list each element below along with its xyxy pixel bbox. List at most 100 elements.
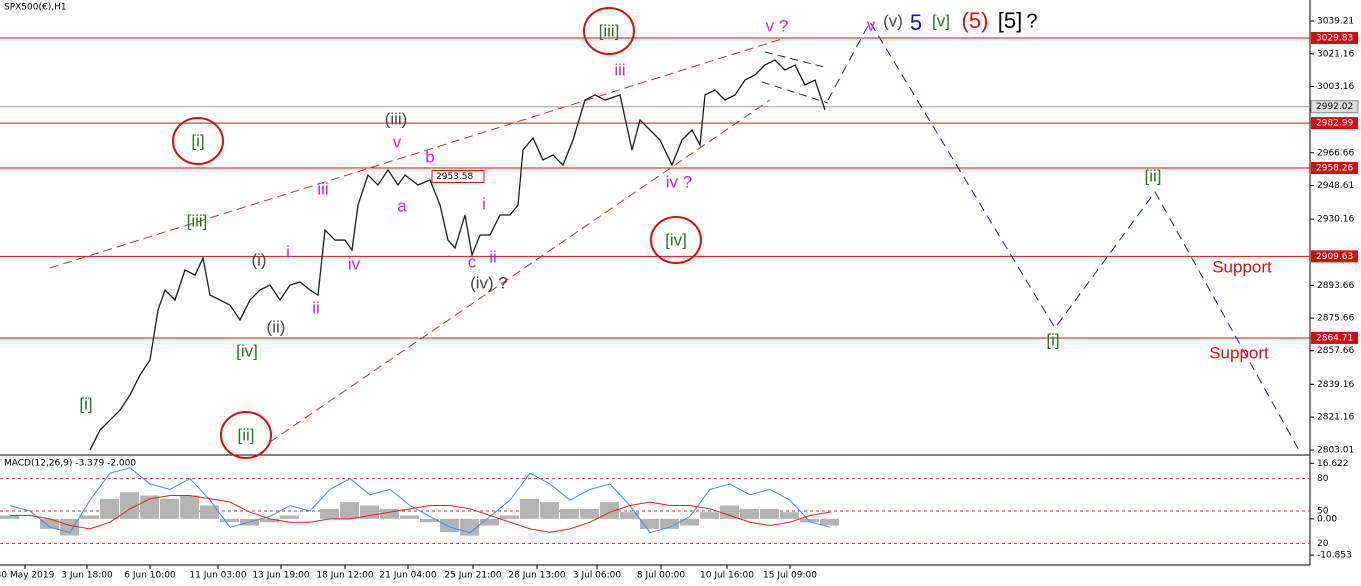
y-tick-label: 2893.66 [1317,281,1354,291]
wave-circle [650,216,702,264]
wave-label: v ? [766,16,789,35]
level-label: 2982.99 [1316,119,1353,129]
macd-bar [180,495,199,519]
y-tick-label: 3003.16 [1317,82,1354,92]
macd-bar [160,498,179,519]
x-tick-label: 3 Jun 18:00 [61,571,113,581]
x-tick-label: 28 Jun 13:00 [508,571,565,581]
signal-line [10,494,831,533]
channel-lower [269,99,771,443]
y-tick-label: 2875.66 [1317,314,1354,324]
macd-bar [500,515,519,519]
level-label: 2864.71 [1316,333,1353,343]
y-tick-label: 3021.16 [1317,49,1354,59]
macd-bar [480,518,499,526]
y-tick-label: 2966.66 [1317,148,1354,158]
chart-title: SPX500(€),H1 [4,3,67,13]
x-tick-label: 10 Jul 16:00 [700,571,754,581]
y-tick-label: 2857.66 [1317,346,1354,356]
wave-label: (iii) [385,109,408,128]
wave-label: i [286,242,290,261]
macd-bar [40,518,59,529]
wave-label: ? [1026,10,1037,32]
macd-bar [740,508,759,519]
wave-label: [iv] [236,341,258,360]
x-tick-label: 21 Jun 04:00 [379,571,436,581]
price-box-label: 2953.58 [436,172,473,182]
wave-label: [i] [191,131,204,150]
wave-circle [172,117,224,165]
macd-bar [320,508,339,519]
wave-circle [583,7,635,55]
y-tick-label: 2948.61 [1317,181,1354,191]
y-tick-label: 3039.21 [1317,16,1354,26]
x-tick-label: 18 Jun 12:00 [316,571,373,581]
macd-bar [700,512,719,519]
wave-label: iii [614,60,625,79]
x-tick-label: 6 Jun 10:00 [124,571,176,581]
level-label: 2909.63 [1316,252,1353,262]
macd-bar [0,515,19,519]
macd-bar [60,518,79,536]
macd-bar [520,498,539,519]
oscillator-line [9,467,831,534]
macd-bar [720,505,739,519]
macd-bar [100,498,119,519]
wave-label: ii [489,247,497,266]
macd-bar [780,512,799,519]
wave-label: [iii] [599,21,620,40]
macd-bar [400,515,419,519]
macd-bar [820,518,839,526]
wave-label: c [468,252,477,271]
wave-label: (ii) [267,317,286,336]
macd-bar [560,508,579,519]
x-tick-label: 11 Jun 03:00 [189,571,246,581]
level-box [1311,162,1358,175]
x-tick-label: 30 May 2019 [0,571,55,581]
wave-circle [220,411,272,459]
wave-label: ii [312,298,320,317]
price-box [431,170,485,184]
level-box [1311,331,1358,344]
macd-bar [420,518,439,523]
wave-label: (5) [962,8,989,33]
wave-label: [iii] [187,211,208,230]
wave-label: Support [1209,343,1269,362]
macd-bar [220,518,239,523]
wave-label: iii [317,179,328,198]
level-label: 3029.83 [1316,34,1353,44]
macd-label: MACD(12,26,9) -3.379 -2.000 [4,459,136,469]
wedge-upper [764,51,829,69]
price-line [89,59,826,451]
wave-label: [ii] [1145,166,1162,185]
y-tick-label: 2839.16 [1317,380,1354,390]
macd-bar [440,518,459,533]
level-box [1311,32,1358,45]
macd-tick-label: -10.853 [1317,551,1352,561]
macd-bar [620,512,639,519]
macd-bar [660,518,679,529]
wave-label: (iv) ? [470,273,508,292]
wave-label: 5 [910,10,922,35]
x-tick-label: 13 Jun 19:00 [252,571,309,581]
wave-label: iv ? [666,172,692,191]
current-price-label: 2992.02 [1316,102,1353,112]
y-tick-label: 2821.16 [1317,413,1354,423]
wave-label: b [425,147,434,166]
wave-label: i [482,194,486,213]
macd-bar [280,515,299,519]
wave-label: [v] [932,11,950,30]
macd-y2-label: 80 [1317,474,1329,484]
level-box [1311,117,1358,130]
macd-y2-label: 20 [1317,539,1329,549]
current-price-box [1310,100,1359,114]
x-tick-label: 15 Jul 09:00 [763,571,817,581]
wave-label: iv [348,254,361,273]
macd-bar [380,508,399,519]
wave-label: (i) [251,250,266,269]
macd-bar [760,508,779,519]
wedge-lower [761,81,829,104]
x-tick-label: 8 Jul 00:00 [637,571,686,581]
